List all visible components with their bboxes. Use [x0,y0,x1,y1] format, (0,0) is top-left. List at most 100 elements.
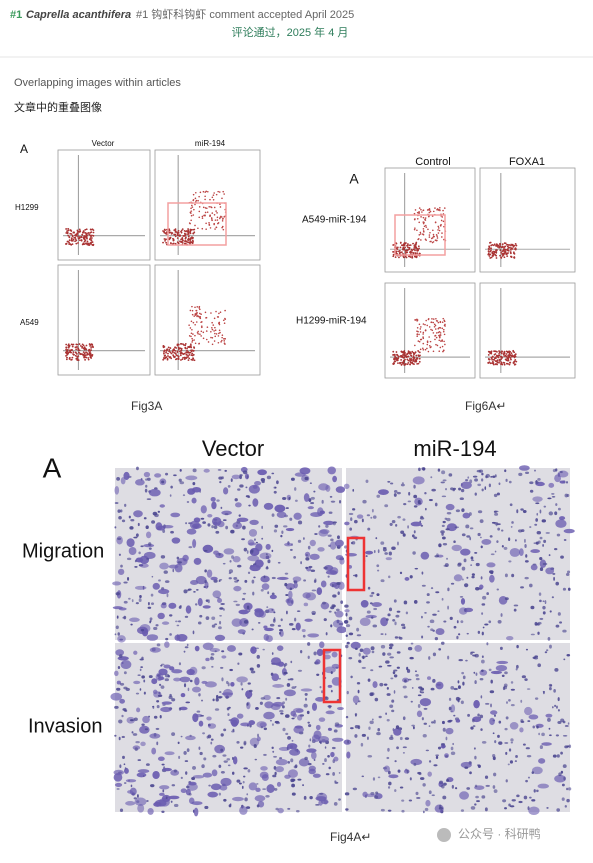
dot [201,215,204,218]
cell [554,668,559,672]
dot [191,242,194,245]
panel-label: A [349,171,359,187]
cell [115,625,119,630]
dot [396,359,399,361]
dot [506,255,509,258]
cell [367,736,369,740]
cell [456,635,459,640]
cell [157,612,165,620]
cell [477,510,483,514]
cell [367,678,371,682]
cell [356,514,364,519]
label: FOXA1 [509,156,545,168]
cell [559,621,563,624]
cell [365,555,368,557]
cell [319,641,325,649]
dot [86,353,89,356]
dot [198,195,200,198]
cell [260,766,268,771]
dot [432,235,435,238]
cell [266,606,269,609]
dot [493,357,496,360]
cell [345,624,351,628]
cell [534,697,539,700]
cell [117,632,120,636]
dot [504,250,507,253]
cell [456,620,459,624]
dot [501,350,504,353]
cell [147,807,154,815]
wechat-icon [437,828,451,842]
cell [460,488,465,493]
cell [335,608,340,612]
dot [188,357,191,360]
cell [349,527,353,531]
cell [416,797,421,799]
dot [91,241,94,243]
dot [217,190,219,193]
cell [164,641,170,648]
dot [202,331,205,334]
dot [75,343,78,346]
highlight-box [322,648,342,704]
cell [538,592,542,596]
cell [328,766,331,770]
cell [156,704,160,709]
cell [537,477,541,481]
dot [418,211,420,213]
cell [266,565,269,569]
dot [403,242,406,244]
cell [133,536,138,539]
label: Vector [92,139,115,148]
cell [520,529,525,533]
cell [130,519,135,522]
dot [406,353,408,356]
cell [285,594,289,597]
dot [65,232,68,234]
dot [191,339,194,342]
dot [221,339,223,342]
dot [434,221,437,223]
cell [161,524,174,529]
dot [190,332,193,335]
cell [344,609,350,613]
dot [414,245,417,248]
cell [271,592,275,596]
cell [134,559,137,563]
cell [324,666,336,674]
dot [75,353,78,355]
cell [298,758,310,767]
cell [563,776,566,781]
dot [212,324,215,326]
cell [420,524,424,527]
dot [402,360,405,363]
cell [165,637,169,641]
dot [500,356,503,359]
dot [204,211,207,214]
cell [525,554,528,558]
cell [316,792,328,802]
cell [500,613,503,617]
cell [273,486,277,489]
cell [371,616,374,619]
cell [110,692,123,701]
cell [263,727,268,731]
cell [321,690,324,694]
cell [543,505,547,508]
highlight-box [167,202,227,246]
cell [212,698,215,702]
cell [176,556,180,560]
dot [432,233,435,236]
cell [368,726,371,730]
cell [445,528,450,531]
cell [410,758,423,766]
dot [392,363,395,365]
cell [319,685,322,689]
rank: #1 [10,9,22,21]
dot [183,229,186,232]
cell [253,576,256,579]
dot [410,359,413,362]
cell [524,544,527,549]
cell [248,782,258,791]
cell [337,535,340,540]
